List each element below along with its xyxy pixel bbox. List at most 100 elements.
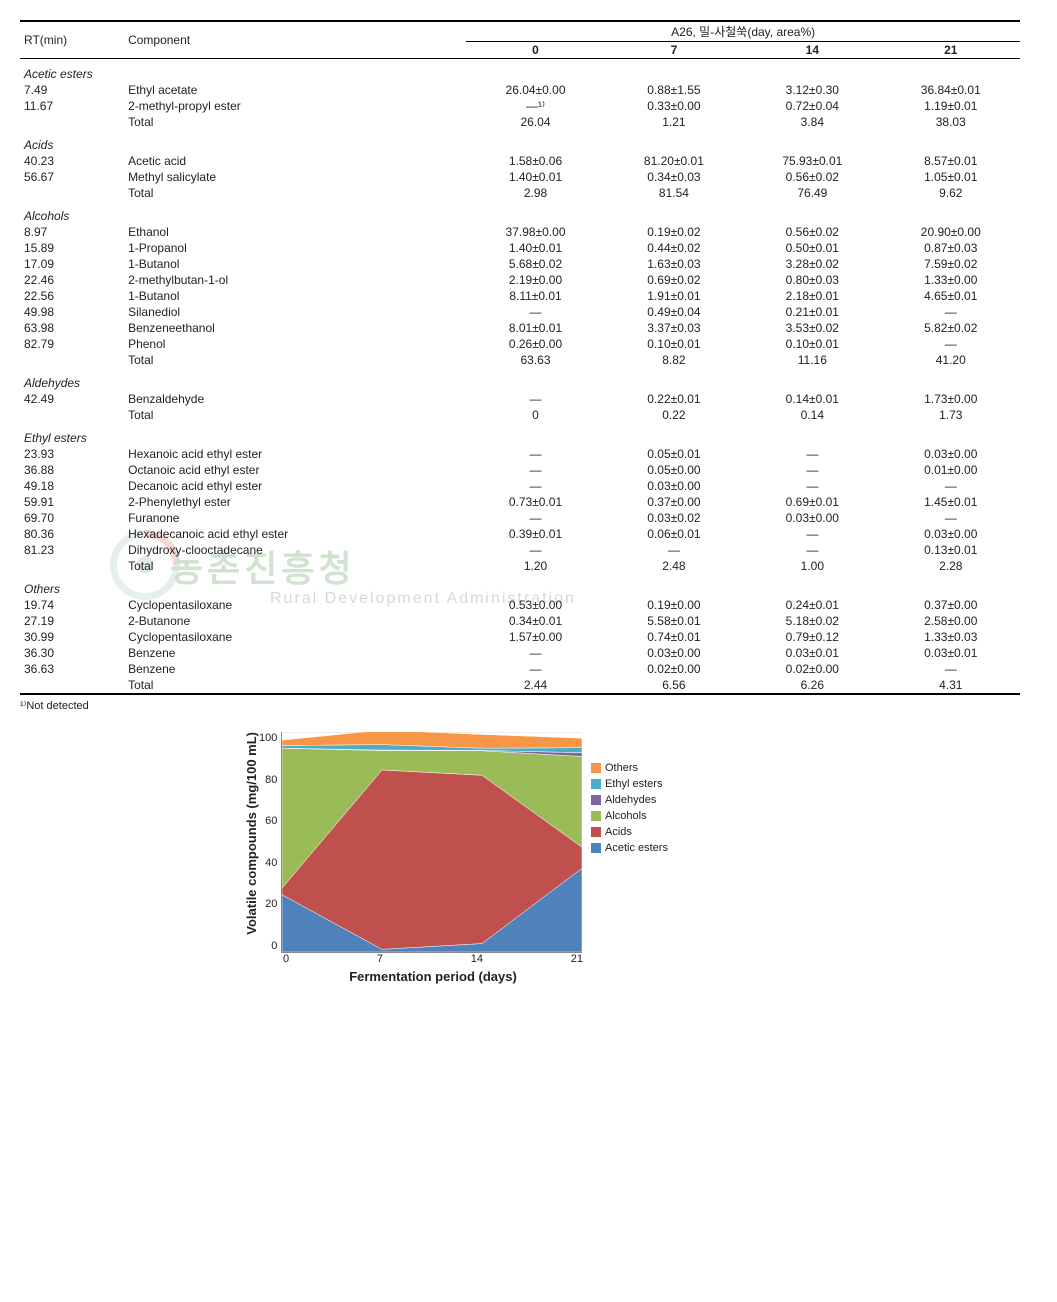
cell-value: 0.03±0.02 [605, 510, 743, 526]
cell-total: 1.20 [466, 558, 604, 574]
cell-value: 3.53±0.02 [743, 320, 881, 336]
group-header: Ethyl esters [20, 423, 1020, 446]
cell-value: 4.65±0.01 [882, 288, 1020, 304]
cell-value: — [882, 478, 1020, 494]
cell-value: — [743, 462, 881, 478]
ytick-label: 40 [259, 857, 277, 869]
cell-value: 1.63±0.03 [605, 256, 743, 272]
col-super: A26, 밀-사철쑥(day, area%) [466, 21, 1020, 42]
xtick-label: 7 [377, 953, 383, 965]
cell-component: Ethanol [124, 224, 466, 240]
table-row: 22.561-Butanol8.11±0.011.91±0.012.18±0.0… [20, 288, 1020, 304]
total-row: Total00.220.141.73 [20, 407, 1020, 423]
cell-rt: 56.67 [20, 169, 124, 185]
cell-value: 0.22±0.01 [605, 391, 743, 407]
chart-plot-area [281, 732, 582, 953]
cell-value: 0.34±0.03 [605, 169, 743, 185]
cell-component: Methyl salicylate [124, 169, 466, 185]
table-row: 22.462-methylbutan-1-ol2.19±0.000.69±0.0… [20, 272, 1020, 288]
group-header: Acids [20, 130, 1020, 153]
col-rt: RT(min) [20, 21, 124, 59]
cell-value: 1.40±0.01 [466, 240, 604, 256]
cell-rt: 69.70 [20, 510, 124, 526]
cell-value: 8.01±0.01 [466, 320, 604, 336]
table-row: 42.49Benzaldehyde—0.22±0.010.14±0.011.73… [20, 391, 1020, 407]
cell-value: — [605, 542, 743, 558]
cell-value: 0.03±0.00 [882, 526, 1020, 542]
cell-rt: 59.91 [20, 494, 124, 510]
cell-total: 38.03 [882, 114, 1020, 130]
cell-value: — [882, 661, 1020, 677]
chart-ylabel: Volatile compounds (mg/100 mL) [240, 732, 259, 935]
cell-value: 1.57±0.00 [466, 629, 604, 645]
cell-value: 5.18±0.02 [743, 613, 881, 629]
group-header: Acetic esters [20, 59, 1020, 83]
cell-component: Benzene [124, 645, 466, 661]
cell-value: 0.06±0.01 [605, 526, 743, 542]
cell-value: — [743, 478, 881, 494]
cell-value: 1.91±0.01 [605, 288, 743, 304]
cell-value: — [466, 510, 604, 526]
table-row: 63.98Benzeneethanol8.01±0.013.37±0.033.5… [20, 320, 1020, 336]
chart-legend: OthersEthyl estersAldehydesAlcoholsAcids… [591, 762, 668, 858]
cell-total: 0.14 [743, 407, 881, 423]
cell-value: 3.37±0.03 [605, 320, 743, 336]
cell-rt: 30.99 [20, 629, 124, 645]
cell-total: 2.44 [466, 677, 604, 694]
cell-value: 36.84±0.01 [882, 82, 1020, 98]
cell-value: 1.05±0.01 [882, 169, 1020, 185]
table-row: 82.79Phenol0.26±0.000.10±0.010.10±0.01— [20, 336, 1020, 352]
table-row: 36.30Benzene—0.03±0.000.03±0.010.03±0.01 [20, 645, 1020, 661]
cell-value: 0.03±0.00 [605, 645, 743, 661]
cell-component: Hexanoic acid ethyl ester [124, 446, 466, 462]
cell-value: — [466, 391, 604, 407]
cell-value: 5.58±0.01 [605, 613, 743, 629]
cell-rt: 8.97 [20, 224, 124, 240]
cell-component: Silanediol [124, 304, 466, 320]
cell-component: Furanone [124, 510, 466, 526]
cell-value: — [466, 542, 604, 558]
cell-value: 1.33±0.03 [882, 629, 1020, 645]
table-row: 23.93Hexanoic acid ethyl ester—0.05±0.01… [20, 446, 1020, 462]
legend-swatch [591, 763, 601, 773]
group-header: Aldehydes [20, 368, 1020, 391]
legend-item: Acetic esters [591, 842, 668, 854]
cell-rt: 36.88 [20, 462, 124, 478]
cell-rt: 49.98 [20, 304, 124, 320]
ytick-label: 100 [259, 732, 277, 744]
cell-component: Ethyl acetate [124, 82, 466, 98]
xtick-label: 21 [571, 953, 583, 965]
cell-value: — [743, 526, 881, 542]
cell-component: Cyclopentasiloxane [124, 629, 466, 645]
cell-value: — [466, 462, 604, 478]
volatile-compounds-table: RT(min) Component A26, 밀-사철쑥(day, area%)… [20, 20, 1020, 695]
cell-total: 63.63 [466, 352, 604, 368]
group-header: Others [20, 574, 1020, 597]
xtick-label: 0 [283, 953, 289, 965]
cell-total: 1.73 [882, 407, 1020, 423]
cell-value: — [466, 446, 604, 462]
table-row: 8.97Ethanol37.98±0.000.19±0.020.56±0.022… [20, 224, 1020, 240]
cell-value: 2.58±0.00 [882, 613, 1020, 629]
total-row: Total2.9881.5476.499.62 [20, 185, 1020, 201]
cell-component: Decanoic acid ethyl ester [124, 478, 466, 494]
cell-value: — [466, 645, 604, 661]
cell-value: 2.19±0.00 [466, 272, 604, 288]
col-component: Component [124, 21, 466, 59]
cell-value: 0.69±0.01 [743, 494, 881, 510]
cell-rt: 49.18 [20, 478, 124, 494]
cell-component: Benzeneethanol [124, 320, 466, 336]
table-row: 17.091-Butanol5.68±0.021.63±0.033.28±0.0… [20, 256, 1020, 272]
cell-total: 1.21 [605, 114, 743, 130]
cell-rt: 80.36 [20, 526, 124, 542]
legend-label: Acids [605, 826, 632, 838]
cell-value: 1.73±0.00 [882, 391, 1020, 407]
total-row: Total2.446.566.264.31 [20, 677, 1020, 694]
cell-value: 20.90±0.00 [882, 224, 1020, 240]
cell-value: 1.45±0.01 [882, 494, 1020, 510]
cell-value: 0.56±0.02 [743, 169, 881, 185]
cell-value: 0.19±0.02 [605, 224, 743, 240]
cell-value: — [882, 304, 1020, 320]
cell-total: 2.98 [466, 185, 604, 201]
cell-rt: 36.30 [20, 645, 124, 661]
